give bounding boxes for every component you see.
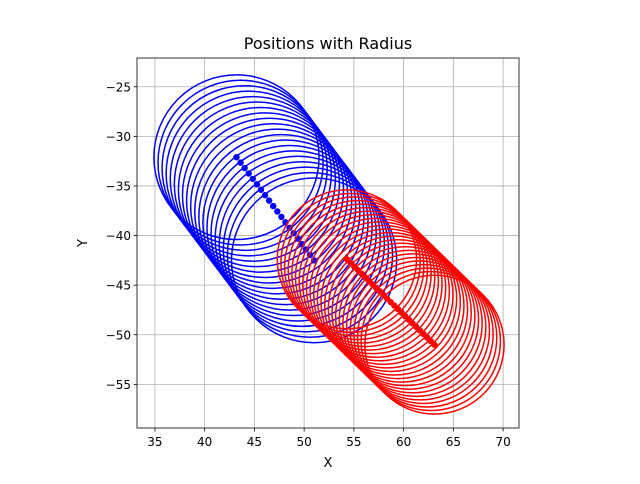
axis-ticks: 35 40 45 50 55 60 65 70 −55 −50 −45 −40 −35 −30 −25 (106, 80, 511, 449)
radius-circle (298, 210, 440, 351)
chart-title: Positions with Radius (244, 34, 412, 53)
radius-circle (331, 242, 473, 383)
y-tick-label: −30 (106, 130, 131, 144)
radius-circle (360, 270, 502, 412)
radius-circle (323, 235, 465, 376)
radius-circle (226, 171, 394, 339)
radius-circle (161, 84, 328, 252)
radius-circle (305, 217, 447, 358)
position-point (237, 159, 244, 166)
plot-frame (136, 57, 520, 429)
position-point (270, 202, 277, 210)
radius-circle (222, 166, 390, 333)
radius-circle (157, 79, 324, 246)
position-point (274, 208, 281, 215)
radius-circle (189, 122, 357, 290)
radius-circle (345, 256, 487, 398)
radius-circle (327, 238, 469, 380)
radius-circle (206, 144, 373, 311)
x-tick-label: 65 (446, 435, 461, 449)
x-tick-label: 55 (346, 435, 361, 449)
radius-circle (218, 160, 386, 328)
position-point (253, 181, 261, 188)
y-axis-label: Y (76, 239, 91, 248)
x-tick-label: 35 (147, 435, 162, 449)
radius-circle (181, 112, 349, 279)
x-tick-label: 50 (296, 435, 311, 449)
radius-circle (173, 101, 341, 268)
series-1 (276, 189, 505, 415)
radius-circle (338, 249, 480, 390)
radius-circle (320, 231, 462, 373)
x-tick-label: 40 (197, 435, 212, 449)
radius-circle (309, 221, 451, 362)
y-tick-label: −40 (106, 229, 131, 243)
position-point (431, 341, 438, 348)
radius-circle (334, 246, 476, 387)
radius-circle (153, 74, 320, 241)
position-point (265, 197, 273, 204)
series-0 (153, 74, 398, 344)
position-point (249, 175, 257, 183)
radius-circle (349, 260, 491, 401)
radius-circle (312, 224, 454, 366)
y-tick-label: −50 (106, 328, 131, 342)
y-tick-label: −35 (106, 179, 131, 193)
radius-circle (165, 90, 333, 257)
y-tick-label: −25 (106, 80, 131, 94)
position-point (245, 170, 252, 177)
position-point (278, 213, 285, 221)
radius-circle (356, 267, 498, 408)
x-tick-label: 70 (495, 435, 510, 449)
position-point (241, 164, 248, 172)
position-point (261, 192, 269, 199)
radius-circle (198, 133, 365, 301)
radius-circle (316, 228, 458, 369)
radius-circle (169, 95, 337, 262)
x-axis-label: X (324, 456, 333, 471)
position-point (257, 186, 265, 193)
radius-circle (214, 155, 382, 322)
radius-circle (353, 263, 494, 405)
radius-circle (342, 253, 483, 394)
y-tick-label: −45 (106, 279, 131, 293)
position-point (233, 153, 240, 161)
x-tick-label: 45 (247, 435, 262, 449)
x-tick-label: 60 (396, 435, 411, 449)
radius-circle (302, 214, 443, 355)
data-layer (153, 74, 505, 415)
y-tick-label: −55 (106, 378, 131, 392)
radius-circle (364, 274, 505, 415)
